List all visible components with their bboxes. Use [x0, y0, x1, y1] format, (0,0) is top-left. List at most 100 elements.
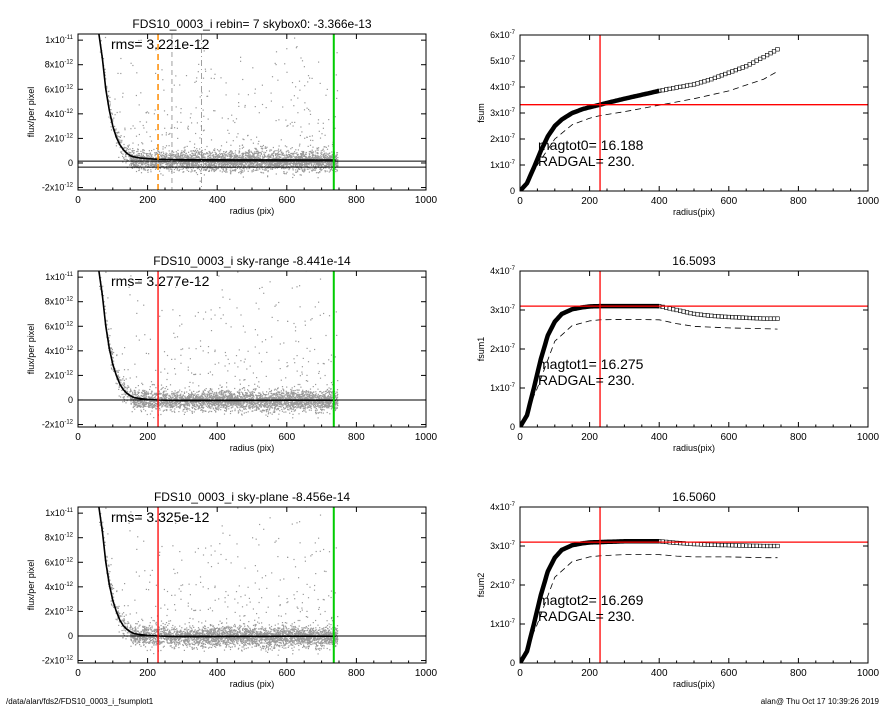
scatter-point [231, 156, 233, 158]
scatter-point [322, 164, 324, 166]
scatter-point [261, 167, 263, 169]
scatter-point [187, 398, 189, 400]
scatter-point [266, 156, 268, 158]
scatter-point [275, 120, 277, 122]
scatter-point [180, 154, 182, 156]
scatter-point [201, 406, 203, 408]
scatter-point [137, 165, 139, 167]
scatter-point [171, 397, 173, 399]
scatter-point [160, 160, 162, 162]
scatter-point [137, 152, 139, 155]
scatter-point [265, 151, 267, 154]
scatter-point [327, 145, 330, 147]
scatter-point [163, 152, 165, 154]
scatter-point [290, 155, 292, 157]
scatter-point [252, 67, 254, 69]
scatter-point [283, 164, 285, 166]
scatter-point [245, 162, 247, 164]
scatter-point [299, 285, 301, 287]
scatter-point [213, 110, 215, 112]
scatter-point [167, 406, 169, 408]
scatter-point [155, 164, 157, 166]
scatter-point [328, 163, 330, 165]
scatter-point [331, 153, 334, 155]
growth-marker [705, 78, 710, 83]
scatter-point [160, 152, 162, 154]
scatter-point [311, 240, 312, 241]
scatter-point [259, 157, 261, 159]
scatter-point [215, 168, 217, 170]
scatter-point [197, 155, 199, 157]
scatter-point [197, 406, 200, 408]
scatter-point [112, 118, 114, 120]
scatter-point [242, 155, 244, 157]
scatter-point [299, 157, 301, 159]
scatter-point [245, 163, 247, 165]
scatter-point [315, 172, 318, 174]
scatter-point [275, 164, 277, 166]
scatter-point [310, 152, 312, 154]
scatter-point [275, 51, 278, 53]
scatter-point [119, 376, 121, 378]
scatter-point [187, 163, 189, 166]
scatter-point [279, 157, 281, 159]
scatter-point [194, 161, 196, 164]
scatter-point [250, 139, 252, 141]
scatter-point [265, 411, 268, 413]
scatter-point [175, 151, 177, 153]
scatter-point [188, 157, 190, 159]
scatter-point [320, 165, 322, 167]
scatter-point [104, 308, 106, 310]
scatter-point [109, 335, 111, 337]
scatter-point [227, 163, 229, 165]
scatter-point [320, 162, 322, 164]
scatter-point [187, 369, 189, 371]
scatter-point [194, 170, 196, 172]
scatter-point [225, 391, 227, 393]
scatter-point [203, 167, 205, 169]
scatter-point [288, 166, 290, 168]
scatter-point [261, 286, 263, 288]
scatter-point [325, 402, 327, 404]
scatter-point [288, 394, 290, 396]
scatter-point [184, 387, 186, 389]
scatter-point [196, 122, 198, 124]
scatter-point [137, 150, 139, 152]
scatter-point [168, 154, 170, 156]
scatter-point [329, 157, 332, 159]
scatter-point [169, 398, 171, 400]
scatter-point [229, 161, 231, 163]
scatter-point [272, 146, 274, 149]
scatter-point [323, 167, 325, 169]
scatter-point [244, 166, 246, 168]
x-tick-label: 200 [139, 195, 156, 206]
scatter-point [331, 151, 333, 153]
scatter-point [173, 168, 176, 171]
scatter-point [146, 153, 148, 155]
scatter-point [336, 97, 338, 99]
scatter-point [283, 172, 285, 174]
scatter-point [238, 152, 240, 154]
scatter-point [120, 381, 122, 383]
scatter-point [309, 113, 312, 115]
scatter-point [276, 164, 278, 166]
scatter-point [184, 405, 186, 407]
scatter-point [323, 157, 326, 159]
scatter-point [147, 154, 149, 156]
scatter-point [246, 404, 248, 406]
scatter-point [242, 138, 244, 140]
scatter-point [260, 163, 262, 165]
scatter-point [301, 405, 303, 407]
scatter-point [236, 155, 238, 158]
scatter-point [276, 153, 278, 155]
scatter-point [249, 162, 251, 165]
scatter-point [131, 167, 133, 169]
scatter-point [189, 117, 191, 119]
scatter-point [328, 163, 330, 165]
scatter-point [292, 169, 294, 171]
scatter-point [307, 75, 310, 77]
scatter-point [265, 161, 267, 163]
scatter-point [163, 110, 166, 112]
scatter-point [254, 153, 256, 155]
scatter-point [261, 146, 263, 148]
